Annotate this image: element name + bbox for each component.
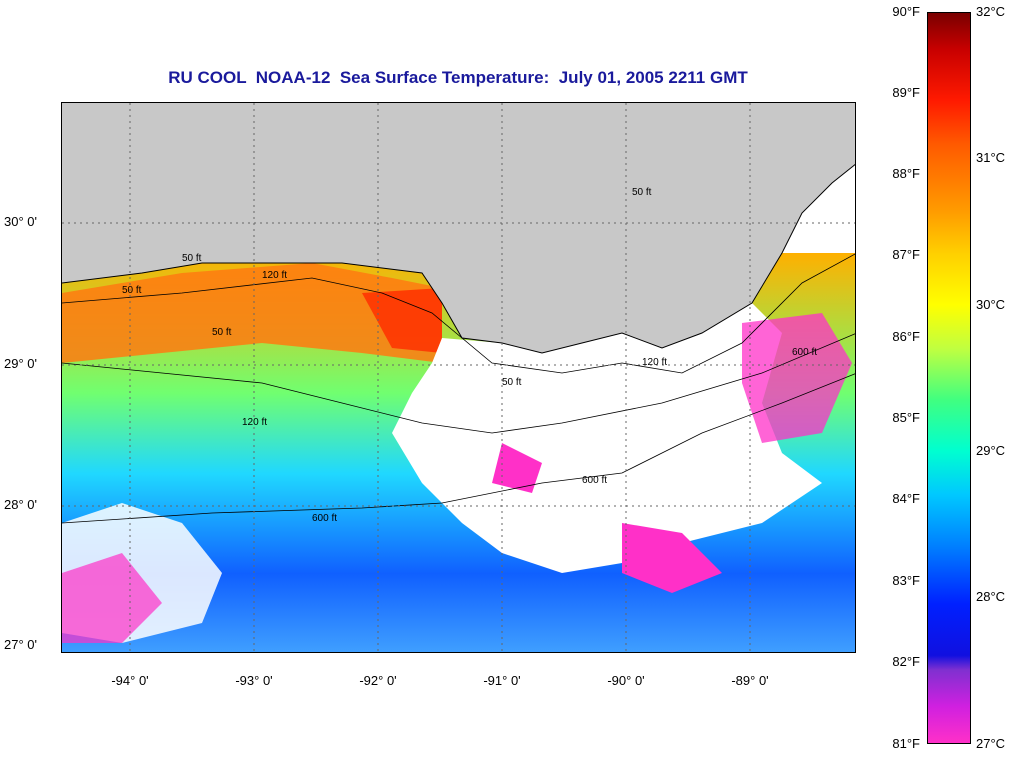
lat-label: 30° 0' — [4, 214, 37, 229]
contour-label: 120 ft — [262, 270, 287, 281]
contour-label: 600 ft — [312, 513, 337, 524]
contour-label: 120 ft — [642, 357, 667, 368]
land — [62, 103, 855, 353]
contour-label: 50 ft — [122, 285, 142, 296]
contour-label: 50 ft — [632, 187, 652, 198]
temperature-colorbar — [927, 12, 971, 744]
colorbar-c-label: 28°C — [976, 589, 1006, 604]
colorbar-f-label: 89°F — [892, 85, 920, 100]
colorbar-f-label: 88°F — [892, 166, 920, 181]
contour-50ft — [62, 253, 855, 374]
contour-label: 120 ft — [242, 417, 267, 428]
cool-patch-1 — [622, 523, 722, 593]
colorbar-c-label: 30°C — [976, 297, 1006, 312]
colorbar-c-label: 29°C — [976, 443, 1006, 458]
cool-patch-2 — [742, 313, 852, 443]
lon-label: -90° 0' — [607, 673, 645, 688]
cool-patch-3 — [62, 553, 162, 643]
colorbar-f-label: 83°F — [892, 573, 920, 588]
sst-map-canvas: 50 ft 50 ft 50 ft 50 ft 120 ft 120 ft 60… — [62, 103, 855, 652]
lat-label: 29° 0' — [4, 356, 37, 371]
lon-label: -92° 0' — [359, 673, 397, 688]
hot-spot — [362, 288, 442, 353]
colorbar-f-label: 87°F — [892, 247, 920, 262]
contour-600ft — [62, 373, 855, 524]
lon-label: -89° 0' — [731, 673, 769, 688]
contour-label: 50 ft — [212, 327, 232, 338]
cloud-cover-east — [392, 303, 822, 573]
colorbar-c-label: 31°C — [976, 150, 1006, 165]
cool-patch-4 — [492, 443, 542, 493]
warm-coastal-band — [62, 263, 442, 363]
lat-label: 27° 0' — [4, 637, 37, 652]
contour-label: 50 ft — [182, 253, 202, 264]
map-grid — [62, 103, 855, 652]
colorbar-f-label: 86°F — [892, 329, 920, 344]
contour-120ft — [62, 333, 855, 434]
colorbar-f-label: 90°F — [892, 4, 920, 19]
lon-label: -93° 0' — [235, 673, 273, 688]
colorbar-c-label: 32°C — [976, 4, 1006, 19]
lon-label: -94° 0' — [111, 673, 149, 688]
contour-label: 600 ft — [792, 347, 817, 358]
colorbar-f-label: 81°F — [892, 736, 920, 751]
sst-map: 50 ft 50 ft 50 ft 50 ft 120 ft 120 ft 60… — [61, 102, 856, 653]
colorbar-c-label: 27°C — [976, 736, 1006, 751]
colorbar-f-label: 84°F — [892, 491, 920, 506]
map-title: RU COOL NOAA-12 Sea Surface Temperature:… — [168, 68, 748, 87]
colorbar-f-label: 82°F — [892, 654, 920, 669]
contour-label: 600 ft — [582, 475, 607, 486]
lat-label: 28° 0' — [4, 497, 37, 512]
lon-label: -91° 0' — [483, 673, 521, 688]
contour-label: 50 ft — [502, 377, 522, 388]
coastline — [62, 163, 855, 354]
colorbar-f-label: 85°F — [892, 410, 920, 425]
